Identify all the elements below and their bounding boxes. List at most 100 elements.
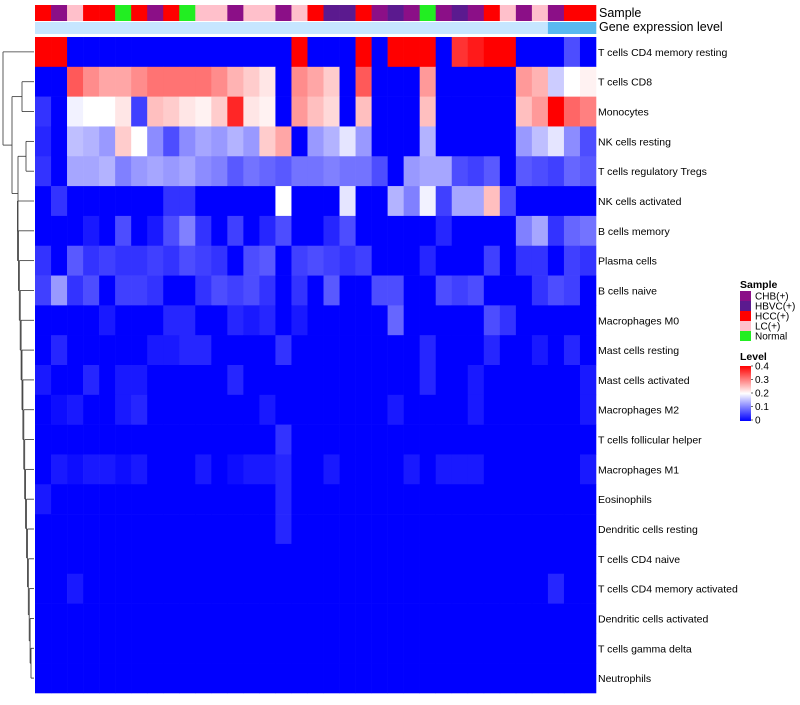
- heatmap-cell: [291, 514, 308, 545]
- heatmap-cell: [163, 454, 180, 485]
- gene-level-cell: [355, 22, 372, 34]
- heatmap-cell: [387, 573, 404, 604]
- heatmap-cell: [291, 335, 308, 366]
- heatmap-cell: [67, 335, 84, 366]
- heatmap-cell: [259, 454, 276, 485]
- heatmap-cell: [51, 305, 68, 336]
- row-label: Macrophages M1: [598, 464, 679, 476]
- heatmap-cell: [339, 394, 356, 425]
- heatmap-cell: [339, 365, 356, 396]
- heatmap-cell: [227, 484, 244, 515]
- heatmap-cell: [83, 633, 100, 664]
- heatmap-cell: [179, 365, 196, 396]
- heatmap-cell: [403, 573, 420, 604]
- sample-annotation-cell: [179, 5, 196, 21]
- heatmap-cell: [35, 156, 52, 187]
- row-label: Eosinophils: [598, 494, 652, 506]
- heatmap-cell: [211, 514, 228, 545]
- heatmap-cell: [243, 663, 260, 694]
- heatmap-cell: [355, 365, 372, 396]
- heatmap-cell: [515, 633, 533, 664]
- heatmap-cell: [211, 454, 228, 485]
- sample-annotation-cell: [115, 5, 132, 21]
- row-label: T cells CD8: [598, 77, 652, 89]
- heatmap-cell: [307, 424, 324, 455]
- row-label: Plasma cells: [598, 256, 657, 268]
- heatmap-cell: [579, 394, 597, 425]
- level-tick-label: 0.2: [755, 389, 769, 400]
- heatmap-cell: [531, 126, 549, 157]
- heatmap-cell: [147, 156, 164, 187]
- heatmap-cell: [243, 305, 260, 336]
- heatmap-cell: [115, 603, 132, 634]
- heatmap-cell: [163, 305, 180, 336]
- heatmap-cell: [307, 215, 324, 247]
- heatmap-cell: [403, 66, 420, 97]
- heatmap-cell: [339, 424, 356, 455]
- heatmap-cell: [579, 275, 597, 306]
- heatmap-cell: [387, 96, 404, 127]
- heatmap-cell: [131, 514, 148, 545]
- heatmap-cell: [467, 37, 485, 68]
- heatmap-cell: [195, 186, 212, 217]
- heatmap-cell: [259, 424, 276, 455]
- heatmap-cell: [163, 215, 180, 247]
- heatmap-cell: [483, 245, 501, 276]
- heatmap-cell: [227, 186, 244, 217]
- heatmap-cell: [131, 126, 148, 157]
- gene-level-cell: [115, 22, 132, 34]
- heatmap-cell: [387, 66, 404, 97]
- heatmap-cell: [355, 543, 372, 575]
- heatmap-cell: [499, 305, 517, 336]
- heatmap-cell: [387, 275, 404, 306]
- heatmap-cell: [131, 633, 148, 664]
- heatmap-cell: [563, 543, 581, 575]
- heatmap-cell: [115, 514, 132, 545]
- heatmap-cell: [275, 245, 292, 276]
- heatmap-cell: [483, 663, 501, 694]
- heatmap-cell: [547, 96, 565, 127]
- heatmap-cell: [227, 365, 244, 396]
- heatmap-cell: [227, 156, 244, 187]
- heatmap-cell: [99, 186, 116, 217]
- heatmap-cell: [515, 96, 533, 127]
- heatmap-cell: [387, 454, 404, 485]
- heatmap-cell: [179, 603, 196, 634]
- heatmap-cell: [403, 126, 420, 157]
- heatmap-cell: [483, 156, 501, 187]
- heatmap-cell: [147, 96, 164, 127]
- heatmap-cell: [435, 484, 453, 515]
- heatmap-cell: [531, 37, 549, 68]
- heatmap-cell: [531, 454, 549, 485]
- heatmap-cell: [131, 543, 148, 575]
- heatmap-cell: [259, 37, 276, 68]
- heatmap-cell: [515, 245, 533, 276]
- gene-annotation-label: Gene expression level: [599, 20, 723, 34]
- heatmap-cell: [131, 66, 148, 97]
- heatmap-cell: [483, 186, 501, 217]
- gene-level-cell: [51, 22, 68, 34]
- heatmap-cell: [579, 215, 597, 247]
- heatmap-cell: [419, 156, 437, 187]
- heatmap-cell: [259, 663, 276, 694]
- sample-annotation-cell: [499, 5, 517, 21]
- heatmap-cell: [195, 245, 212, 276]
- heatmap-cell: [195, 126, 212, 157]
- heatmap-cell: [99, 37, 116, 68]
- heatmap-cell: [291, 663, 308, 694]
- heatmap-cell: [179, 424, 196, 455]
- heatmap-cell: [243, 96, 260, 127]
- heatmap-cell: [355, 394, 372, 425]
- heatmap-cell: [195, 66, 212, 97]
- heatmap-cell: [403, 514, 420, 545]
- heatmap-cell: [307, 365, 324, 396]
- heatmap-cell: [67, 215, 84, 247]
- heatmap-cell: [35, 305, 52, 336]
- heatmap-cell: [163, 573, 180, 604]
- heatmap-cell: [531, 275, 549, 306]
- heatmap-cell: [547, 215, 565, 247]
- heatmap-cell: [275, 186, 292, 217]
- heatmap-cell: [131, 424, 148, 455]
- sample-annotation-cell: [563, 5, 581, 21]
- heatmap-cell: [275, 365, 292, 396]
